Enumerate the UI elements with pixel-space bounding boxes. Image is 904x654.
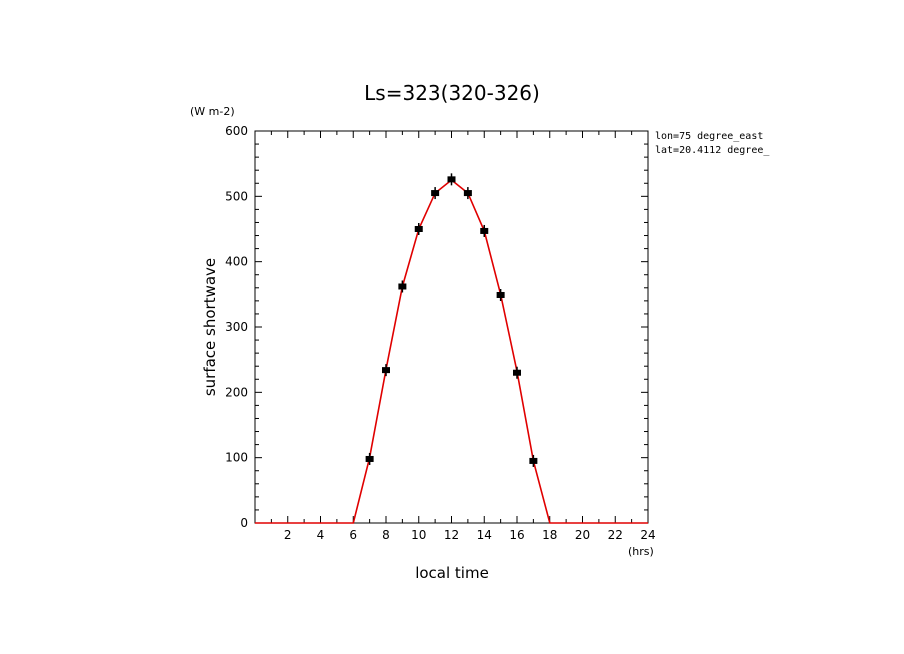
data-point (529, 454, 538, 467)
data-point (365, 452, 374, 465)
x-tick-label: 4 (317, 528, 325, 542)
y-tick-label: 0 (240, 516, 248, 530)
data-point (480, 224, 489, 237)
series-markers (365, 173, 538, 467)
data-point (431, 187, 440, 200)
plot-frame (254, 130, 649, 524)
y-tick-label: 200 (225, 385, 248, 399)
y-tick-labels: 0 100 200 300 400 500 600 (225, 124, 248, 530)
x-tick-label: 10 (411, 528, 426, 542)
series-line (255, 178, 648, 524)
x-axis-unit: (hrs) (628, 545, 654, 558)
data-point (513, 366, 521, 379)
y-tick-label: 400 (225, 255, 248, 269)
y-tick-label: 300 (225, 320, 248, 334)
x-tick-label: 22 (608, 528, 623, 542)
data-point (398, 280, 407, 293)
annotation-latitude: lat=20.4112 degree_ (655, 145, 770, 156)
x-tick-labels: 2 4 6 8 10 12 14 16 18 20 22 24 (284, 528, 656, 542)
y-tick-label: 100 (225, 451, 248, 465)
x-tick-label: 16 (509, 528, 524, 542)
x-tick-label: 20 (575, 528, 590, 542)
y-axis-label: surface shortwave (201, 258, 219, 396)
chart-title: Ls=323(320-326) (364, 81, 540, 105)
axis-ticks (254, 130, 649, 524)
y-axis-unit: (W m-2) (190, 105, 235, 118)
data-point (463, 187, 472, 200)
y-tick-label: 600 (225, 124, 248, 138)
x-axis-label: local time (415, 564, 489, 582)
data-point (496, 288, 505, 301)
annotation-longitude: lon=75 degree_east (655, 131, 763, 142)
x-tick-label: 6 (349, 528, 357, 542)
y-tick-label: 500 (225, 189, 248, 203)
x-tick-label: 12 (444, 528, 459, 542)
data-point (382, 364, 390, 377)
x-tick-label: 14 (477, 528, 492, 542)
data-point (414, 223, 423, 235)
x-tick-label: 8 (382, 528, 390, 542)
data-point (447, 173, 456, 186)
x-tick-label: 18 (542, 528, 557, 542)
x-tick-label: 2 (284, 528, 292, 542)
x-tick-label: 24 (640, 528, 655, 542)
